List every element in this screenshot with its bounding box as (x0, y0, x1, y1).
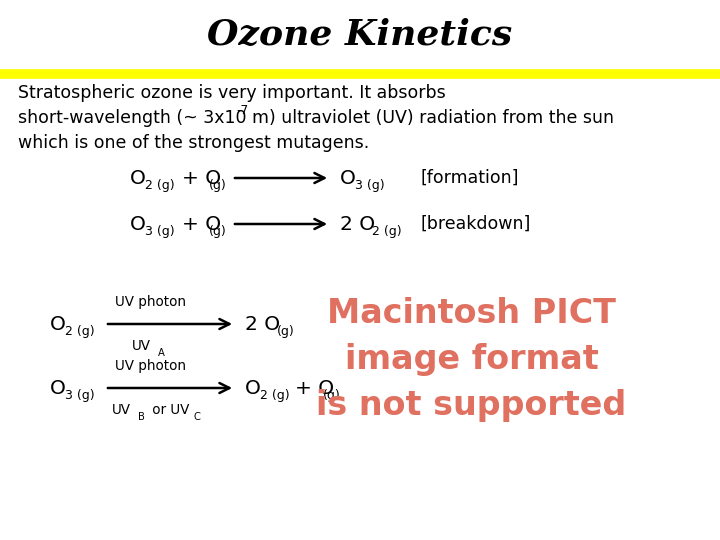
Text: or UV: or UV (148, 403, 189, 417)
Text: (g): (g) (323, 389, 341, 402)
Text: UV: UV (132, 339, 151, 353)
Text: [breakdown]: [breakdown] (420, 215, 531, 233)
Text: short-wavelength (~ 3x10: short-wavelength (~ 3x10 (18, 109, 246, 127)
Text: + O: + O (182, 168, 221, 187)
Text: UV: UV (112, 403, 131, 417)
Text: 3 (g): 3 (g) (355, 179, 384, 192)
Text: Ozone Kinetics: Ozone Kinetics (207, 18, 513, 52)
Text: O: O (130, 214, 146, 233)
Text: (g): (g) (209, 226, 227, 239)
Text: 2 O: 2 O (340, 214, 375, 233)
Text: 2 (g): 2 (g) (260, 389, 289, 402)
Text: O: O (50, 314, 66, 334)
Text: 2 O: 2 O (245, 314, 280, 334)
Text: 2 (g): 2 (g) (65, 326, 94, 339)
Text: 3 (g): 3 (g) (65, 389, 94, 402)
Text: UV photon: UV photon (115, 359, 186, 373)
Text: Macintosh PICT
image format
is not supported: Macintosh PICT image format is not suppo… (317, 296, 626, 422)
Text: [formation]: [formation] (420, 169, 518, 187)
Text: O: O (130, 168, 146, 187)
Text: -7: -7 (236, 104, 248, 117)
Text: 2 (g): 2 (g) (145, 179, 175, 192)
Text: A: A (158, 348, 165, 358)
Text: 2 (g): 2 (g) (372, 226, 402, 239)
Text: + O: + O (182, 214, 221, 233)
Text: C: C (194, 412, 201, 422)
Text: (g): (g) (277, 326, 294, 339)
Text: + O: + O (295, 379, 334, 397)
Text: m) ultraviolet (UV) radiation from the sun: m) ultraviolet (UV) radiation from the s… (252, 109, 614, 127)
Text: which is one of the strongest mutagens.: which is one of the strongest mutagens. (18, 134, 369, 152)
Text: O: O (340, 168, 356, 187)
Text: B: B (138, 412, 145, 422)
Text: 3 (g): 3 (g) (145, 226, 175, 239)
Text: O: O (245, 379, 261, 397)
Text: UV photon: UV photon (115, 295, 186, 309)
Text: Stratospheric ozone is very important. It absorbs: Stratospheric ozone is very important. I… (18, 84, 446, 102)
Text: O: O (50, 379, 66, 397)
Text: (g): (g) (209, 179, 227, 192)
